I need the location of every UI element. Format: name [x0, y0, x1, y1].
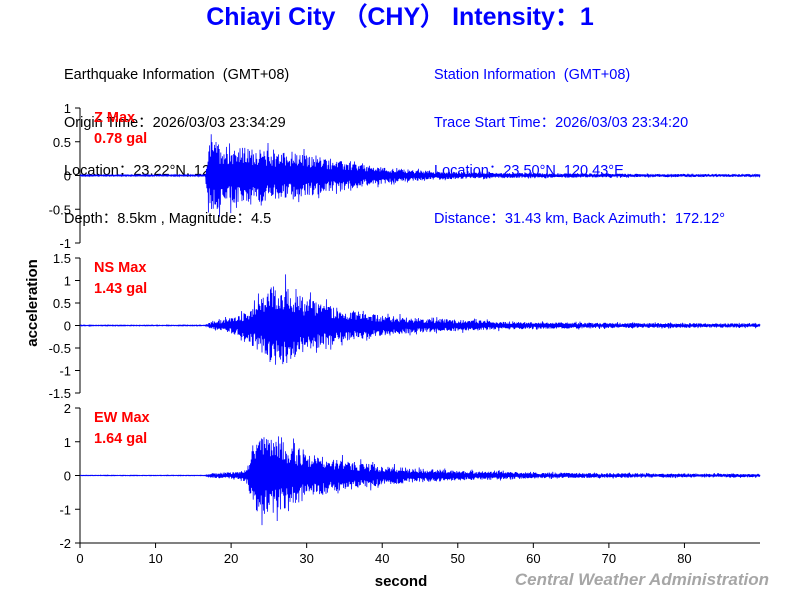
y-tick-label: -0.5: [49, 341, 71, 356]
y-tick-label: -1: [59, 502, 71, 517]
trace-start-time: Trace Start Time：2026/03/03 23:34:20: [434, 115, 689, 131]
max-label: EW Max: [94, 410, 150, 426]
max-label: NS Max: [94, 260, 146, 276]
distance-azimuth: Distance：31.43 km, Back Azimuth：172.12°: [434, 211, 726, 227]
x-tick-label: 30: [299, 551, 313, 566]
x-tick-label: 60: [526, 551, 540, 566]
y-tick-label: 0: [64, 469, 71, 484]
max-value: 0.78 gal: [94, 131, 147, 147]
max-value: 1.43 gal: [94, 281, 147, 297]
y-tick-label: 1: [64, 101, 71, 116]
max-label: Z Max: [94, 110, 135, 126]
y-tick-label: 0: [64, 169, 71, 184]
y-tick-label: -1.5: [49, 386, 71, 401]
x-tick-label: 20: [224, 551, 238, 566]
y-axis-label: acceleration: [24, 259, 41, 347]
earthquake-info-heading: Earthquake Information (GMT+08): [64, 67, 290, 83]
x-tick-label: 80: [677, 551, 691, 566]
y-tick-label: -0.5: [49, 202, 71, 217]
station-info: Station Information (GMT+08) Trace Start…: [434, 35, 725, 243]
max-value: 1.64 gal: [94, 431, 147, 447]
y-tick-label: 2: [64, 401, 71, 416]
panel-ew: 2 1 0 -1 -2 EW Max 1.64 gal: [59, 401, 761, 551]
station-info-heading: Station Information (GMT+08): [434, 67, 631, 83]
y-tick-label: 0: [64, 319, 71, 334]
depth-magnitude: Depth：8.5km , Magnitude：4.5: [64, 211, 272, 227]
x-axis-label: second: [375, 573, 428, 590]
x-tick-label: 70: [602, 551, 616, 566]
y-tick-label: 1: [64, 274, 71, 289]
chart-title: Chiayi City （CHY） Intensity：1: [206, 3, 594, 31]
y-tick-label: 0.5: [53, 296, 71, 311]
panel-z: 1 0.5 0 -0.5 -1 Z Max 0.78 gal: [49, 101, 761, 251]
x-tick-label: 10: [148, 551, 162, 566]
x-tick-label: 40: [375, 551, 389, 566]
y-tick-label: 1.5: [53, 251, 71, 266]
y-tick-label: 0.5: [53, 135, 71, 150]
panel-ns: 1.5 1 0.5 0 -0.5 -1 -1.5 NS Max 1.43 gal: [49, 251, 761, 401]
waveform-trace: [79, 274, 761, 365]
credit-label: Central Weather Administration: [514, 570, 769, 589]
origin-time: Origin Time：2026/03/03 23:34:29: [64, 115, 286, 131]
waveform-trace: [79, 436, 761, 526]
y-tick-label: -1: [59, 364, 71, 379]
y-tick-label: 1: [64, 435, 71, 450]
y-tick-label: -1: [59, 236, 71, 251]
waveform-trace: [79, 134, 761, 217]
x-tick-label: 50: [451, 551, 465, 566]
y-tick-label: -2: [59, 536, 71, 551]
x-tick-label: 0: [76, 551, 83, 566]
